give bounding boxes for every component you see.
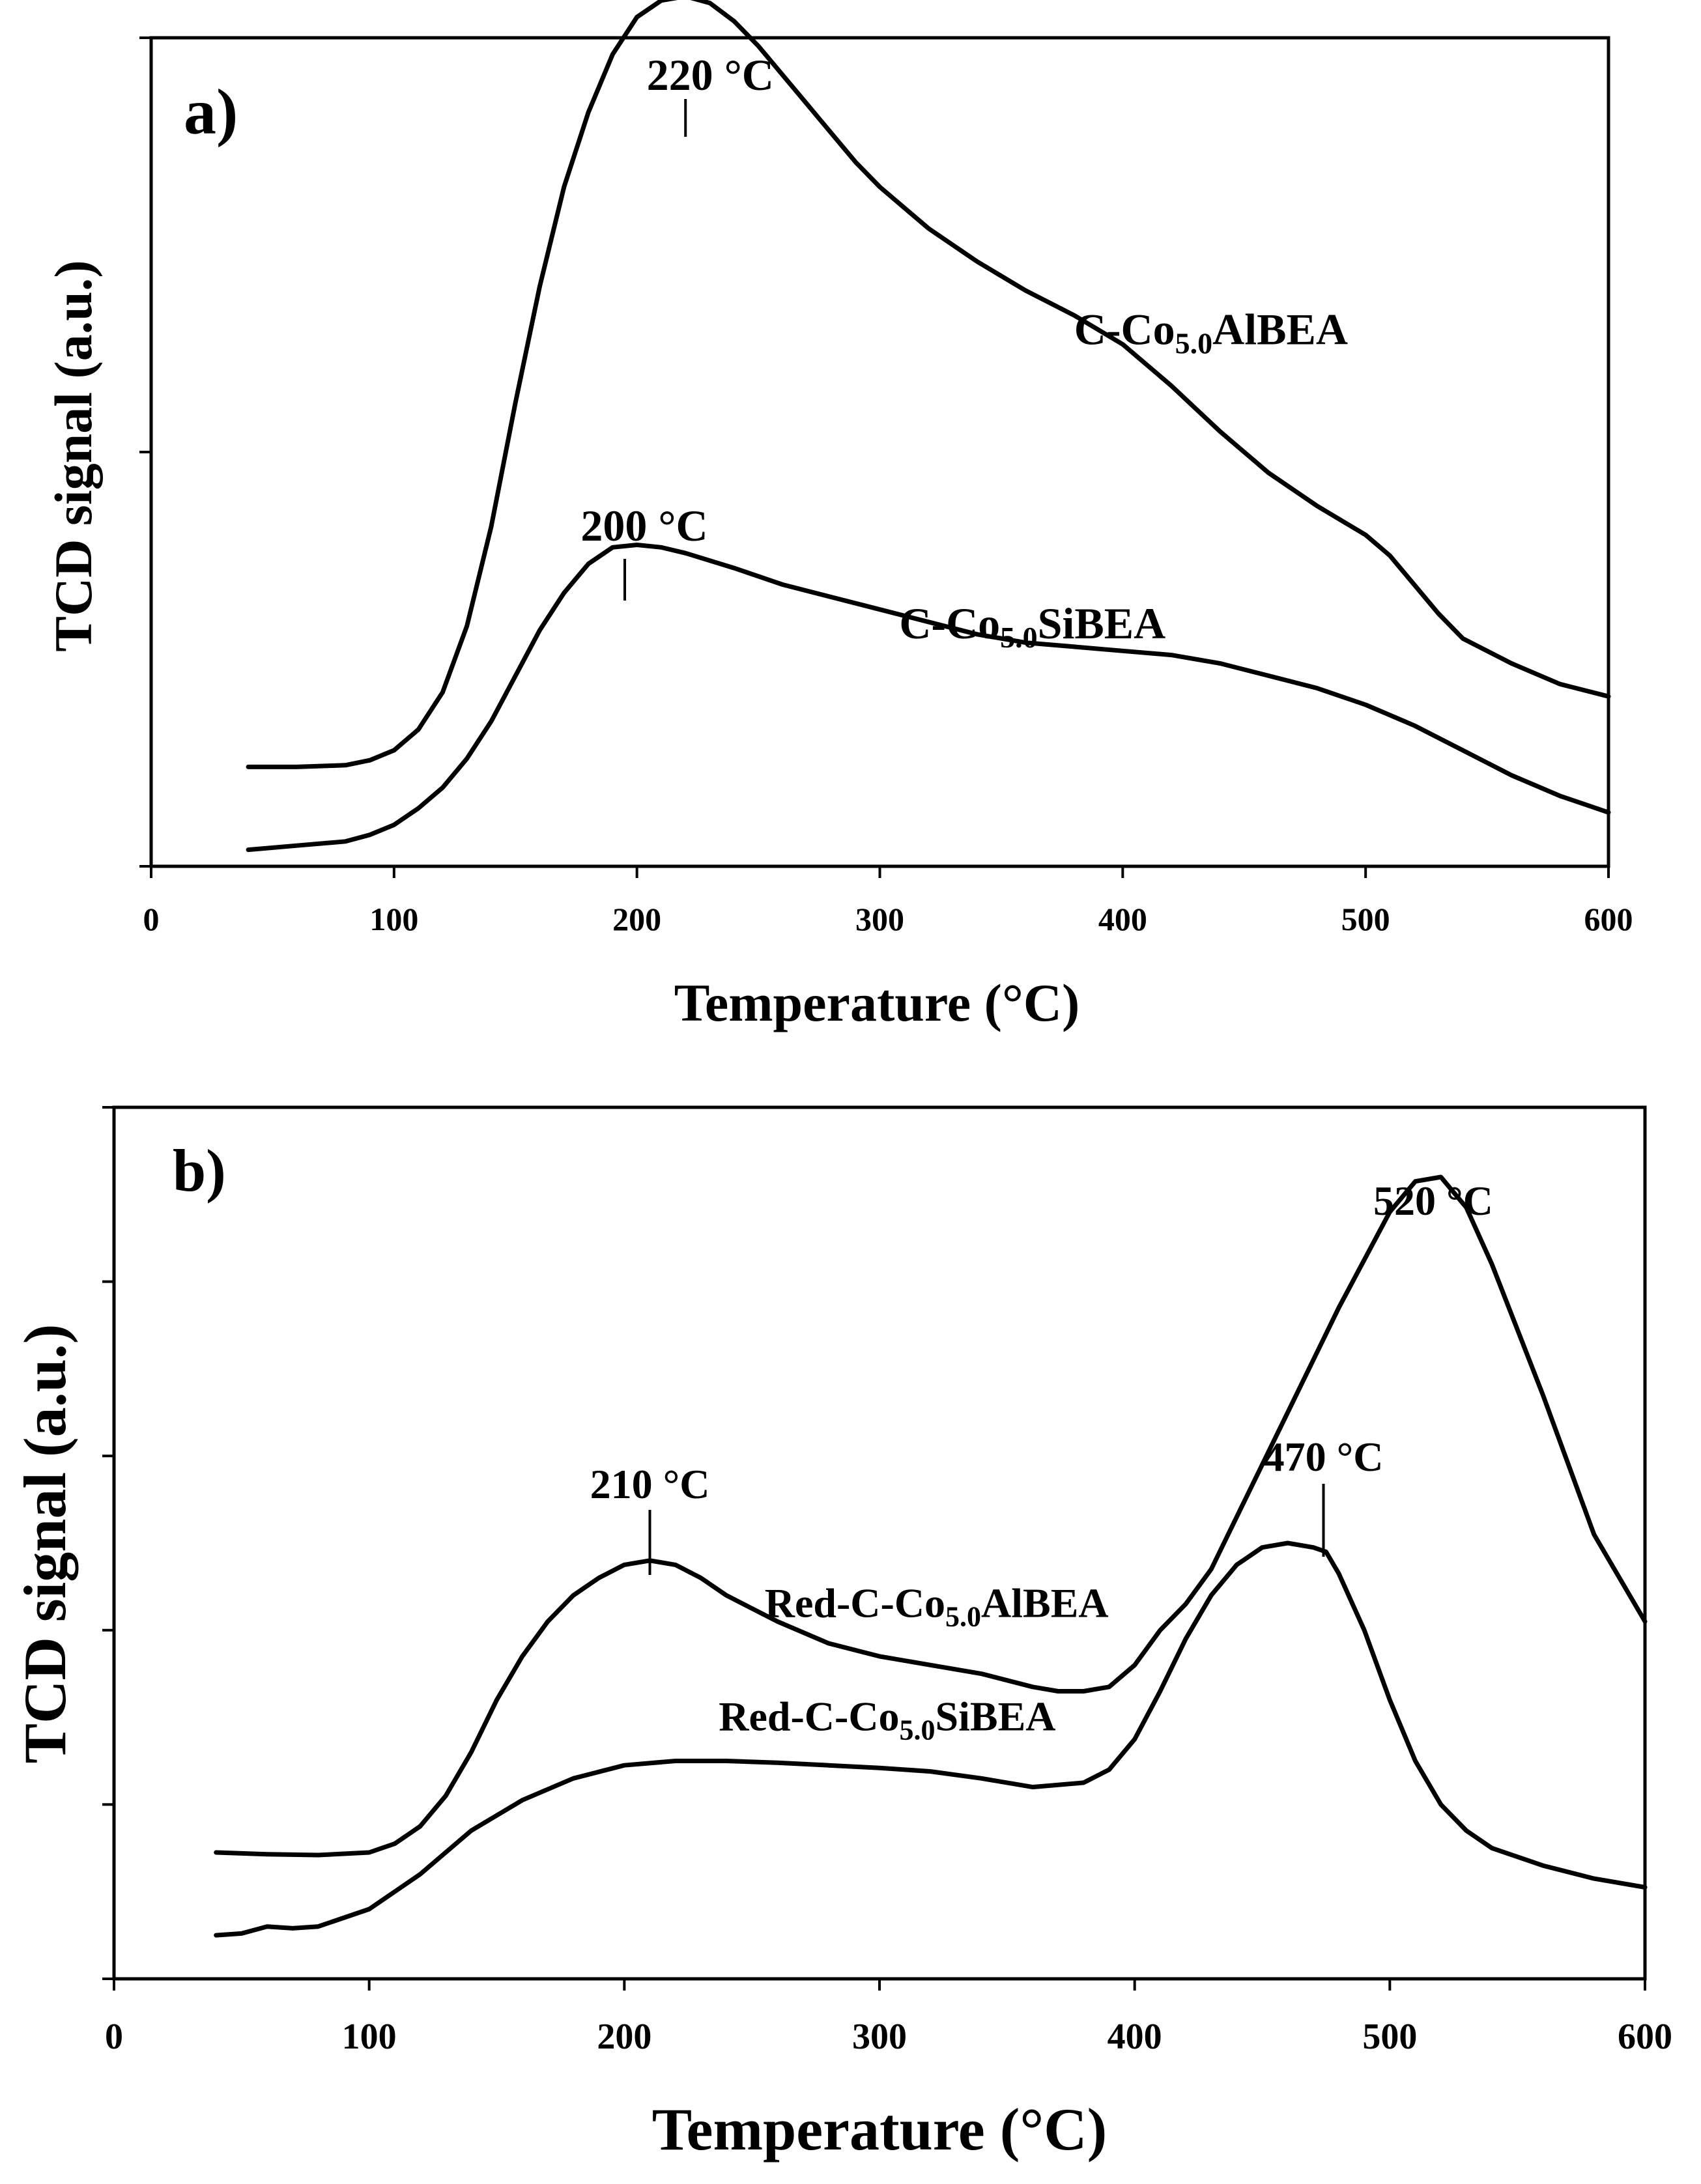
x-tick-label: 400 [1108, 2017, 1162, 2057]
x-tick-label: 200 [612, 901, 661, 937]
panel-b-plot-frame [112, 1105, 1647, 1981]
panel-b-peak-annotations: 210 °C 520 °C 470 °C [590, 1178, 1493, 1575]
peak-label: 470 °C [1264, 1434, 1384, 1480]
peak-label: 200 °C [580, 501, 708, 550]
panel-b-label: b) [173, 1137, 226, 1204]
peak-label: 210 °C [590, 1461, 710, 1507]
x-tick-label: 100 [342, 2017, 397, 2057]
panel-b-curves: Red-C-Co5.0AlBEA Red-C-Co5.0SiBEA [214, 1174, 1648, 1938]
x-tick-label: 0 [105, 2017, 123, 2057]
series-line [214, 1174, 1648, 1858]
panel-a-label: a) [184, 76, 238, 148]
x-tick-label: 300 [855, 901, 904, 937]
panel-a-y-axis-label: TCD signal (a.u.) [44, 260, 103, 651]
peak-label: 520 °C [1373, 1178, 1493, 1224]
series-line [214, 1540, 1648, 1938]
panel-a: a) 0 100 200 300 400 500 600 C-Co5.0AlBEAC-Co5… [44, 0, 1633, 1032]
x-tick-label: 500 [1341, 901, 1390, 937]
panel-a-plot-frame [149, 36, 1610, 868]
panel-b-x-axis-label: Temperature (°C) [652, 2096, 1108, 2163]
x-tick-label: 400 [1098, 901, 1147, 937]
panel-b-axis-ticks: 0 100 200 300 400 500 600 [102, 1106, 1672, 2057]
panel-a-peak-annotations: 220 °C 200 °C [580, 50, 774, 601]
panel-a-axis-ticks: 0 100 200 300 400 500 600 [139, 36, 1633, 937]
series-line [246, 543, 1611, 853]
series-label: Red-C-Co5.0SiBEA [719, 1694, 1055, 1746]
x-tick-label: 200 [597, 2017, 651, 2057]
panel-a-curves: C-Co5.0AlBEA C-Co5.0SiBEA [246, 0, 1611, 853]
series-label: C-Co5.0SiBEA [899, 599, 1165, 654]
panel-b: b) 0 100 200 300 400 500 600 Red-C-Co5.0AlBEAR… [12, 1105, 1672, 2163]
x-tick-label: 600 [1618, 2017, 1672, 2057]
x-tick-label: 100 [369, 901, 418, 937]
series-label: C-Co5.0AlBEA [1074, 305, 1348, 360]
panel-a-x-axis-label: Temperature (°C) [674, 973, 1080, 1032]
series-label: Red-C-Co5.0AlBEA [765, 1580, 1109, 1633]
panel-b-y-axis-label: TCD signal (a.u.) [12, 1324, 78, 1764]
x-tick-label: 600 [1584, 901, 1633, 937]
series-line [246, 0, 1611, 769]
peak-label: 220 °C [647, 50, 774, 100]
x-tick-label: 500 [1362, 2017, 1417, 2057]
x-tick-label: 300 [852, 2017, 907, 2057]
x-tick-label: 0 [143, 901, 160, 937]
